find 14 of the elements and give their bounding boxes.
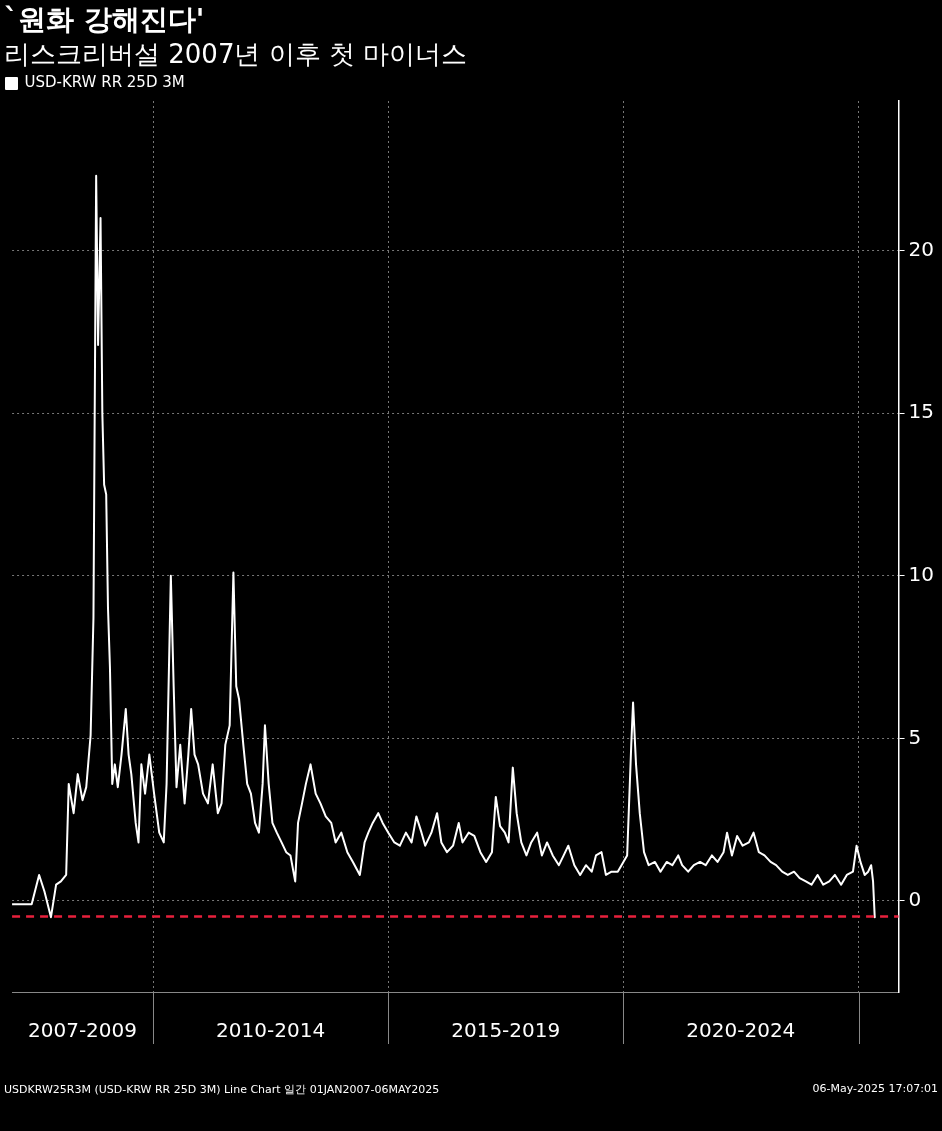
y-tick-label: 5 (908, 724, 922, 749)
text: 06-May-2025 17:07:01 (812, 1082, 938, 1097)
y-tick-label: 15 (908, 399, 934, 424)
chart-subtitle: 리스크리버설 2007년 이후 첫 마이너스 (4, 38, 469, 70)
x-tick-label: 2007-2009 (28, 1018, 138, 1043)
y-tick-label: 20 (908, 236, 934, 261)
x-tick-label: 2010-2014 (216, 1018, 326, 1043)
y-tick-label: 10 (908, 561, 934, 586)
x-tick-label: 2015-2019 (451, 1018, 561, 1043)
y-tick-label: 0 (908, 887, 922, 912)
x-tick-label: 2020-2024 (686, 1018, 796, 1043)
chart-title: `원화 강해진다' (4, 2, 206, 38)
text: USDKRW25R3M (USD-KRW RR 25D 3M) Line Chart 일간 01JAN2007-06MAY2025 (4, 1082, 440, 1097)
legend-label: USD-KRW RR 25D 3M (24, 73, 185, 92)
